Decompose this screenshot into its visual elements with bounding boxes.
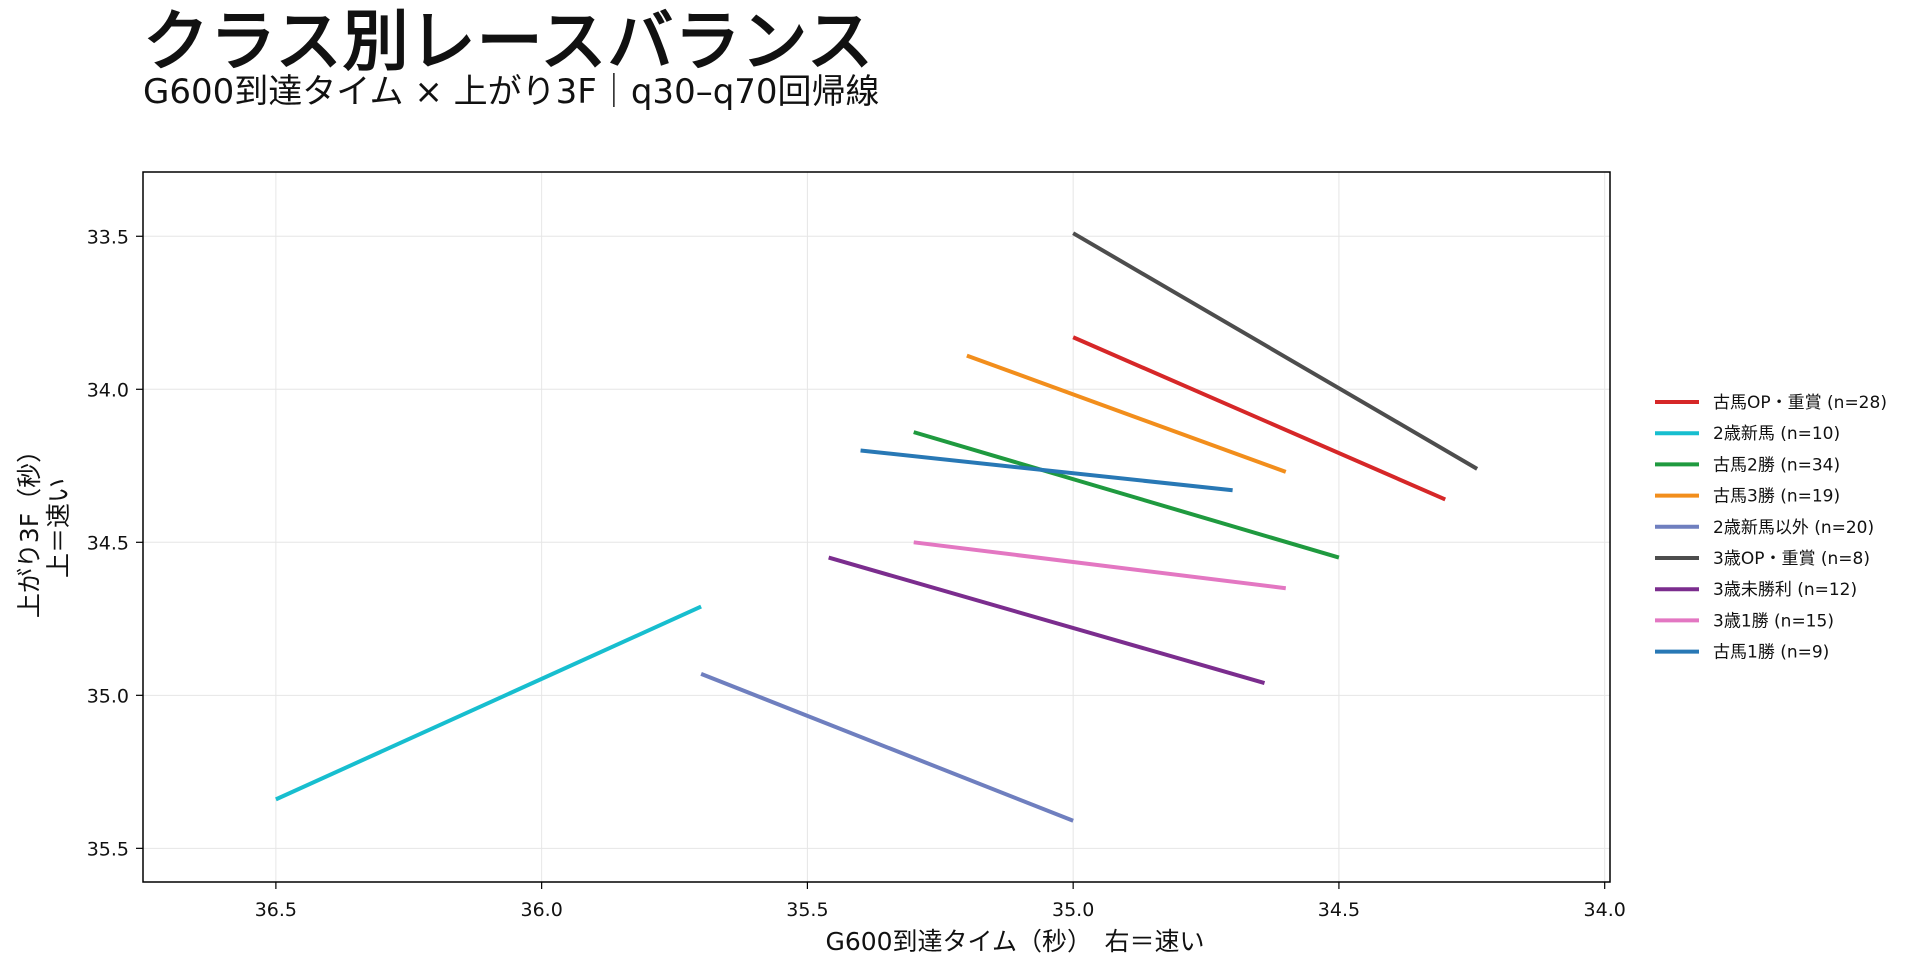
series-line-7	[913, 540, 1287, 591]
grid-layer	[143, 172, 1610, 882]
series-layer	[275, 231, 1479, 823]
series-line-1	[275, 604, 702, 802]
legend: 古馬OP・重賞 (n=28) 2歳新馬 (n=10) 古馬2勝 (n=34) 古馬3勝…	[1655, 393, 1887, 663]
x-tick-label: 36.0	[520, 899, 562, 921]
series-line-4	[700, 672, 1074, 823]
y-axis-ticks: 33.5 34.0 34.5 35.0 35.5	[87, 226, 143, 860]
legend-item: 3歳1勝 (n=15)	[1655, 611, 1834, 631]
y-axis-label-line1: 上がり3F（秒）	[15, 438, 44, 618]
x-axis-label: G600到達タイム（秒） 右＝速い	[825, 927, 1204, 956]
series-line-6	[828, 555, 1266, 685]
legend-label: 古馬2勝 (n=34)	[1713, 455, 1840, 475]
x-axis-ticks: 36.5 36.0 35.5 35.0 34.5 34.0	[255, 882, 1626, 921]
legend-label: 古馬3勝 (n=19)	[1713, 487, 1840, 507]
legend-item: 2歳新馬以外 (n=20)	[1655, 518, 1874, 538]
y-tick-label: 34.0	[87, 379, 129, 401]
legend-item: 3歳未勝利 (n=12)	[1655, 580, 1857, 600]
legend-label: 古馬1勝 (n=9)	[1713, 643, 1829, 663]
legend-label: 2歳新馬以外 (n=20)	[1713, 518, 1874, 538]
series-line-2	[913, 430, 1340, 560]
y-tick-label: 35.5	[87, 838, 129, 860]
legend-item: 古馬1勝 (n=9)	[1655, 643, 1829, 663]
legend-label: 2歳新馬 (n=10)	[1713, 424, 1840, 444]
legend-label: 古馬OP・重賞 (n=28)	[1713, 393, 1887, 413]
legend-label: 3歳1勝 (n=15)	[1713, 611, 1834, 631]
legend-item: 2歳新馬 (n=10)	[1655, 424, 1840, 444]
x-tick-label: 36.5	[255, 899, 297, 921]
legend-label: 3歳OP・重賞 (n=8)	[1713, 549, 1870, 569]
legend-item: 3歳OP・重賞 (n=8)	[1655, 549, 1870, 569]
x-tick-label: 34.5	[1318, 899, 1360, 921]
x-tick-label: 35.0	[1052, 899, 1094, 921]
y-tick-label: 33.5	[87, 226, 129, 248]
series-line-0	[1072, 335, 1447, 502]
chart-title: クラス別レースバランス	[143, 3, 875, 80]
legend-label: 3歳未勝利 (n=12)	[1713, 580, 1857, 600]
legend-item: 古馬2勝 (n=34)	[1655, 455, 1840, 475]
legend-item: 古馬3勝 (n=19)	[1655, 487, 1840, 507]
x-tick-label: 34.0	[1584, 899, 1626, 921]
y-tick-label: 34.5	[87, 532, 129, 554]
y-tick-label: 35.0	[87, 685, 129, 707]
legend-item: 古馬OP・重賞 (n=28)	[1655, 393, 1887, 413]
y-axis-label-line2: 上＝速い	[44, 478, 73, 578]
x-tick-label: 35.5	[786, 899, 828, 921]
series-line-3	[966, 353, 1287, 474]
chart-subtitle: G600到達タイム × 上がり3F｜q30–q70回帰線	[143, 72, 880, 112]
series-line-8	[860, 448, 1233, 493]
y-axis-label: 上がり3F（秒） 上＝速い	[15, 438, 73, 618]
series-line-5	[1072, 231, 1479, 471]
plot-frame	[142, 171, 1611, 883]
